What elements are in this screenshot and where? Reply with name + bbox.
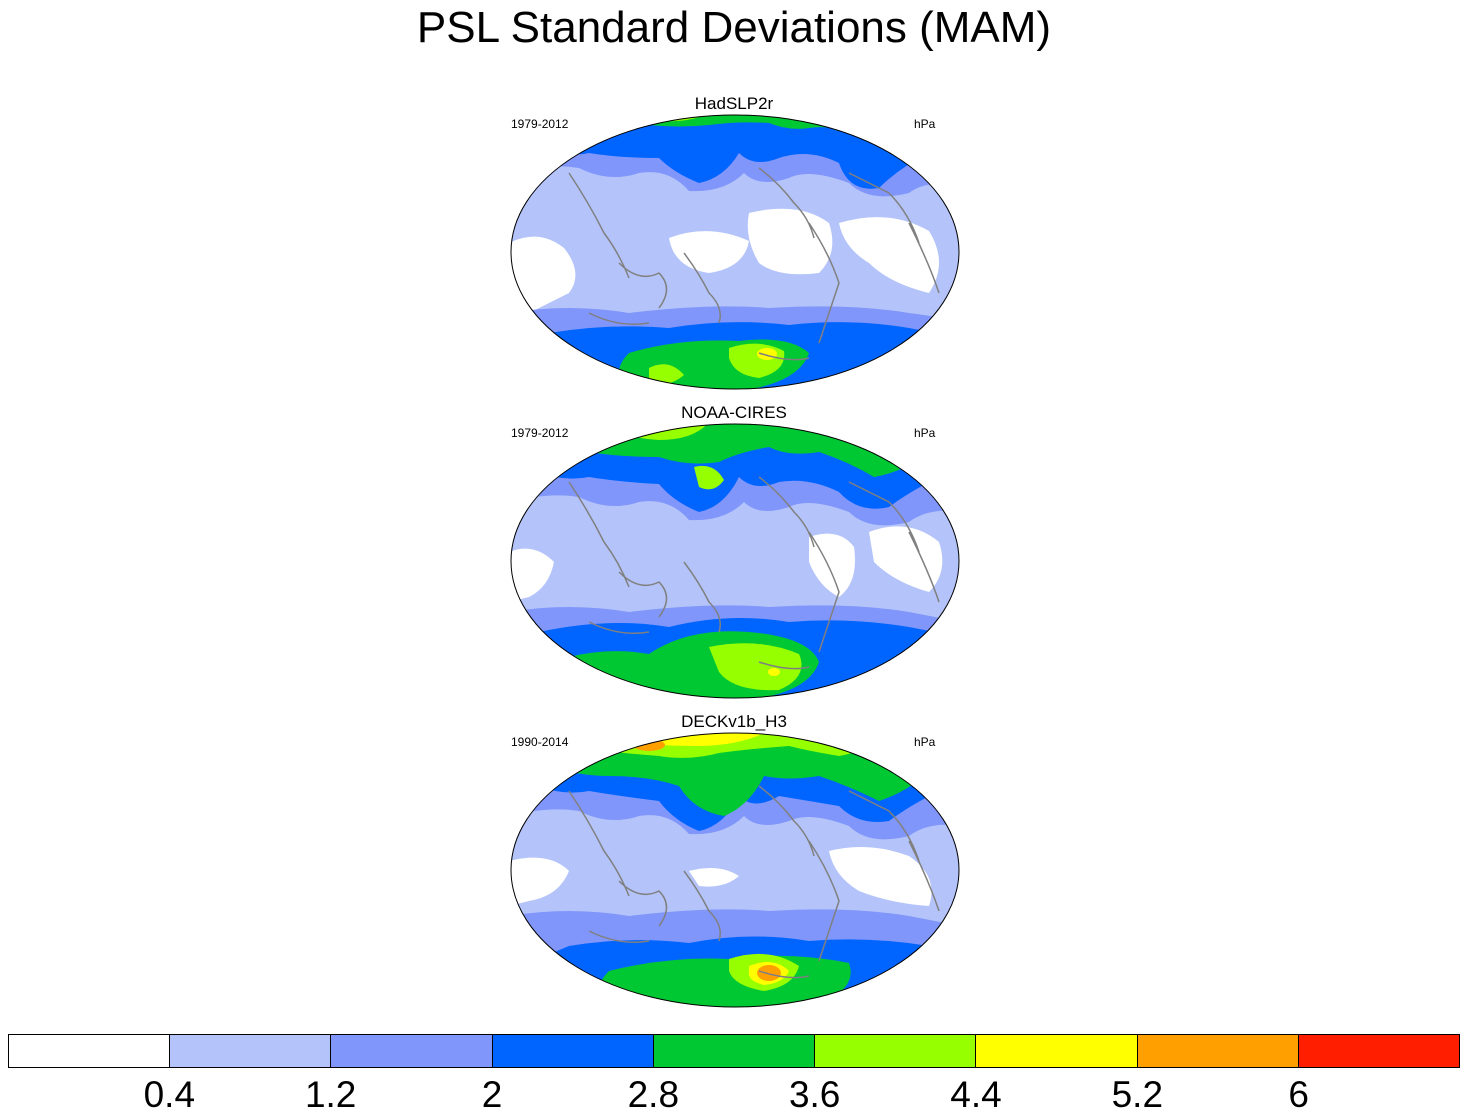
map-field [510, 732, 960, 1008]
period-label: 1979-2012 [511, 117, 569, 131]
colorbar-tick-label: 0.4 [143, 1074, 196, 1115]
colorbar-tick-label: 2 [481, 1074, 503, 1115]
colorbar-tick-label: 6 [1288, 1074, 1309, 1115]
colorbar-box [1298, 1035, 1459, 1067]
map-field [510, 423, 960, 699]
colorbar-box [9, 1035, 171, 1067]
colorbar [8, 1034, 1460, 1068]
units-label: hPa [914, 735, 936, 749]
colorbar-tick-label: 4.4 [950, 1074, 1002, 1115]
colorbar-tick-label: 5.2 [1111, 1074, 1164, 1115]
colorbar-box [976, 1035, 1138, 1067]
colorbar-box [492, 1035, 654, 1067]
panel-title: HadSLP2r [694, 94, 774, 113]
panel-title: NOAA-CIRES [681, 403, 787, 422]
colorbar-box [331, 1035, 493, 1067]
map-field [510, 114, 960, 390]
map-panel-1: HadSLP2r 1979-2012 hPa [0, 94, 1468, 394]
colorbar-box [170, 1035, 332, 1067]
page-title: PSL Standard Deviations (MAM) [416, 3, 1052, 52]
colorbar-box [1137, 1035, 1299, 1067]
colorbar-tick-label: 3.6 [788, 1074, 841, 1115]
map-panel-2: NOAA-CIRES 1979-2012 hPa [0, 403, 1468, 703]
panel-title: DECKv1b_H3 [681, 712, 787, 731]
map-panel-3: DECKv1b_H3 1990-2014 hPa [0, 712, 1468, 1012]
units-label: hPa [914, 117, 936, 131]
colorbar-box [653, 1035, 816, 1067]
colorbar-tick-label: 2.8 [627, 1074, 680, 1115]
period-label: 1990-2014 [511, 735, 569, 749]
colorbar-box [815, 1035, 977, 1067]
units-label: hPa [914, 426, 936, 440]
colorbar-tick-label: 1.2 [304, 1074, 357, 1115]
period-label: 1979-2012 [511, 426, 569, 440]
